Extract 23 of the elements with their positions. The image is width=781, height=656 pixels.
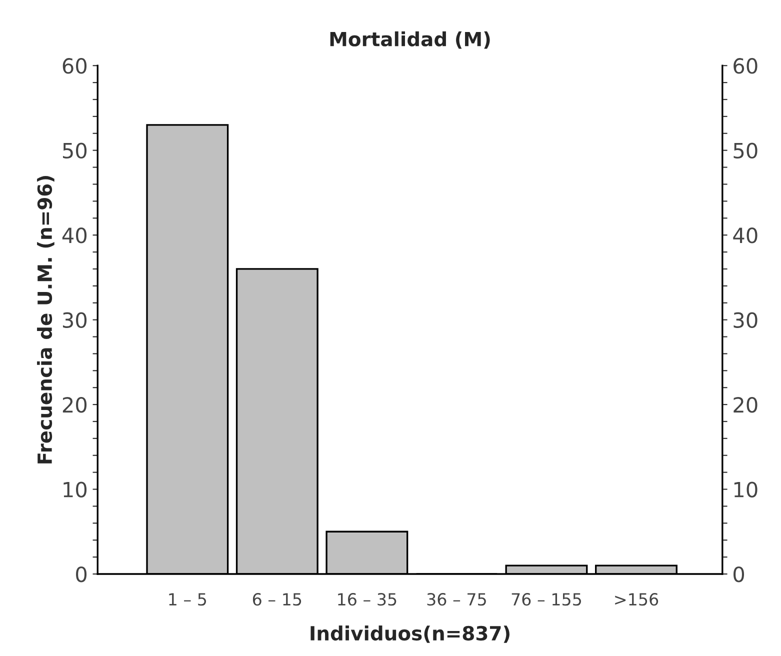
y-axis-title: Frecuencia de U.M. (n=96)	[37, 176, 54, 464]
y2-tick-label: 50	[734, 142, 758, 159]
x-axis-title: Individuos(n=837)	[310, 626, 510, 643]
x-tick-label: 36 – 75	[427, 593, 486, 606]
x-tick-label: 6 – 15	[252, 593, 302, 606]
y2-tick-label: 0	[734, 566, 744, 582]
y-tick-label: 50	[63, 142, 87, 159]
y-tick-label: 40	[62, 228, 87, 244]
x-tick-label: >156	[615, 593, 658, 606]
x-tick-label: 76 – 155	[512, 593, 581, 606]
y-tick-label: 60	[62, 58, 87, 74]
x-tick-label: 16 – 35	[338, 593, 396, 606]
x-tick-label: 1 – 5	[169, 593, 206, 606]
y-tick-label: 20	[62, 396, 87, 413]
y2-tick-label: 40	[733, 228, 758, 244]
y-tick-label: 10	[64, 482, 87, 498]
y2-tick-label: 20	[734, 396, 758, 413]
y2-tick-label: 10	[734, 482, 758, 498]
y2-tick-label: 60	[734, 58, 758, 74]
y-tick-label: 0	[76, 566, 87, 582]
y-tick-label: 30	[62, 312, 87, 328]
chart-title: Mortalidad (M)	[330, 31, 490, 49]
y2-tick-label: 30	[734, 312, 758, 328]
